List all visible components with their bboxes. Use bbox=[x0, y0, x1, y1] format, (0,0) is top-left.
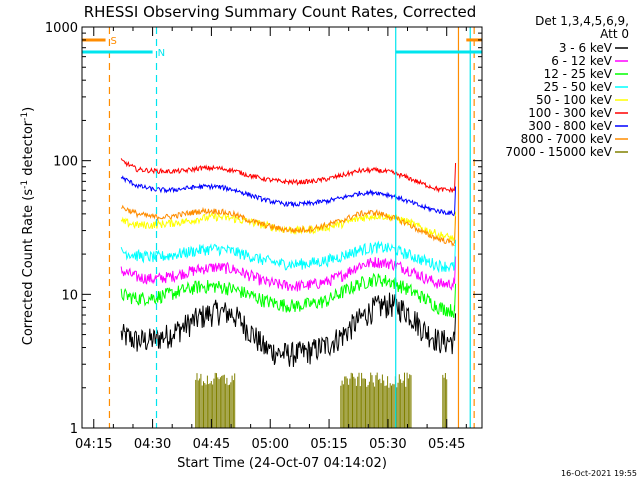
x-tick-label: 05:00 bbox=[252, 437, 289, 452]
y-tick-label: 100 bbox=[53, 155, 78, 170]
series-line bbox=[120, 240, 455, 274]
legend-label: 300 - 800 keV bbox=[528, 119, 612, 133]
legend-label: 800 - 7000 keV bbox=[521, 132, 613, 146]
x-axis: 04:15 04:30 04:45 05:00 05:15 05:30 05:45 bbox=[75, 27, 467, 452]
legend-label: 50 - 100 keV bbox=[536, 93, 613, 107]
legend-label: 6 - 12 keV bbox=[551, 54, 613, 68]
y-axis-label: Corrected Count Rate (s-1 detector-1) bbox=[20, 107, 36, 345]
legend-header-line1: Det 1,3,4,5,6,9, bbox=[535, 14, 629, 28]
legend-label: 12 - 25 keV bbox=[544, 67, 613, 81]
chart-title: RHESSI Observing Summary Count Rates, Co… bbox=[84, 3, 477, 21]
series-line bbox=[120, 257, 455, 292]
legend-label: 7000 - 15000 keV bbox=[505, 145, 612, 159]
x-tick-label: 04:30 bbox=[134, 437, 171, 452]
series-edge bbox=[454, 239, 457, 268]
x-tick-label: 05:45 bbox=[428, 437, 465, 452]
series-edge bbox=[454, 283, 457, 312]
series-line bbox=[120, 292, 455, 368]
y-axis-label-end: ) bbox=[21, 107, 36, 112]
footer-date: 16-Oct-2021 19:55 bbox=[561, 469, 637, 478]
series-line bbox=[120, 158, 455, 194]
plot-frame bbox=[81, 26, 483, 429]
series-edge bbox=[454, 163, 457, 191]
legend-header-line2: Att 0 bbox=[600, 27, 629, 41]
series-line bbox=[120, 272, 455, 318]
series-line bbox=[120, 204, 455, 247]
series-edge bbox=[454, 186, 457, 214]
legend-label: 3 - 6 keV bbox=[559, 41, 613, 55]
series-edge bbox=[454, 216, 457, 244]
y-axis-label-sup1: -1 bbox=[20, 180, 30, 189]
x-tick-label: 05:15 bbox=[310, 437, 347, 452]
y-tick-label: 10 bbox=[61, 288, 78, 303]
y-tick-label: 1 bbox=[70, 422, 78, 437]
series-line bbox=[120, 175, 455, 217]
flag-label: N bbox=[158, 48, 165, 59]
x-tick-label: 04:45 bbox=[193, 437, 230, 452]
legend-label: 100 - 300 keV bbox=[528, 106, 612, 120]
series-edge bbox=[454, 256, 457, 284]
y-axis-label-main: Corrected Count Rate (s bbox=[21, 189, 36, 346]
y-tick-label: 1000 bbox=[45, 21, 78, 36]
y-axis-label-sup2: -1 bbox=[20, 112, 30, 121]
x-tick-label: 04:15 bbox=[75, 437, 112, 452]
flag-label: S bbox=[111, 36, 117, 47]
y-axis-label-mid: detector bbox=[21, 120, 36, 180]
legend-label: 25 - 50 keV bbox=[544, 80, 613, 94]
x-tick-label: 05:30 bbox=[369, 437, 406, 452]
y-axis: 1 10 100 1000 bbox=[45, 21, 482, 437]
series-edge bbox=[454, 313, 457, 341]
x-axis-label: Start Time (24-Oct-07 04:14:02) bbox=[177, 456, 387, 471]
